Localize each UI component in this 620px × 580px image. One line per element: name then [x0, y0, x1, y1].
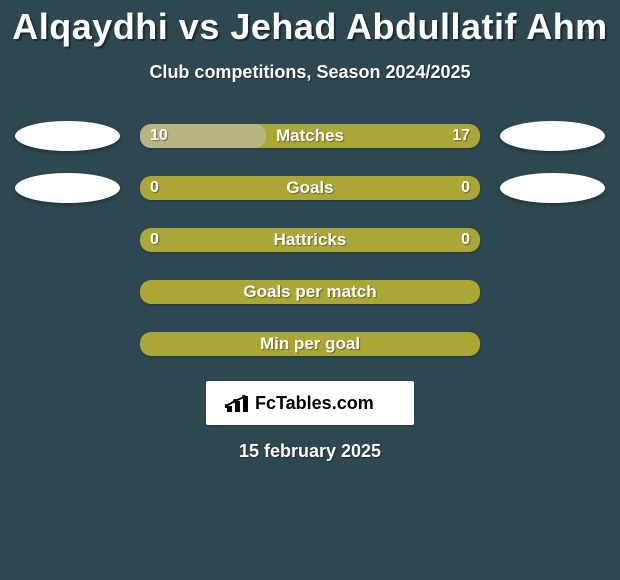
stat-label: Goals per match — [140, 282, 480, 302]
stat-bar: Min per goal — [140, 332, 480, 356]
player-indicator-left — [15, 121, 120, 151]
stat-bar: Goals per match — [140, 280, 480, 304]
stat-bar: Goals00 — [140, 176, 480, 200]
subtitle: Club competitions, Season 2024/2025 — [149, 62, 470, 83]
stat-bar: Hattricks00 — [140, 228, 480, 252]
fctables-logo: FcTables.com — [225, 389, 395, 417]
stat-row: Min per goal — [0, 329, 620, 359]
stat-row: Hattricks00 — [0, 225, 620, 255]
stat-row: Goals00 — [0, 173, 620, 203]
stat-label: Matches — [140, 126, 480, 146]
stat-row: Goals per match — [0, 277, 620, 307]
stat-bar: Matches1017 — [140, 124, 480, 148]
logo-card: FcTables.com — [206, 381, 414, 425]
date: 15 february 2025 — [239, 441, 381, 462]
page-title: Alqaydhi vs Jehad Abdullatif Ahm — [12, 6, 607, 48]
stat-label: Goals — [140, 178, 480, 198]
player-indicator-right — [500, 173, 605, 203]
player-indicator-left — [15, 173, 120, 203]
stat-row: Matches1017 — [0, 121, 620, 151]
logo-text: FcTables.com — [255, 393, 374, 413]
stat-label: Min per goal — [140, 334, 480, 354]
player-indicator-right — [500, 121, 605, 151]
stats-container: Matches1017 Goals00 Hattricks00 Goals per m… — [0, 121, 620, 359]
stat-label: Hattricks — [140, 230, 480, 250]
